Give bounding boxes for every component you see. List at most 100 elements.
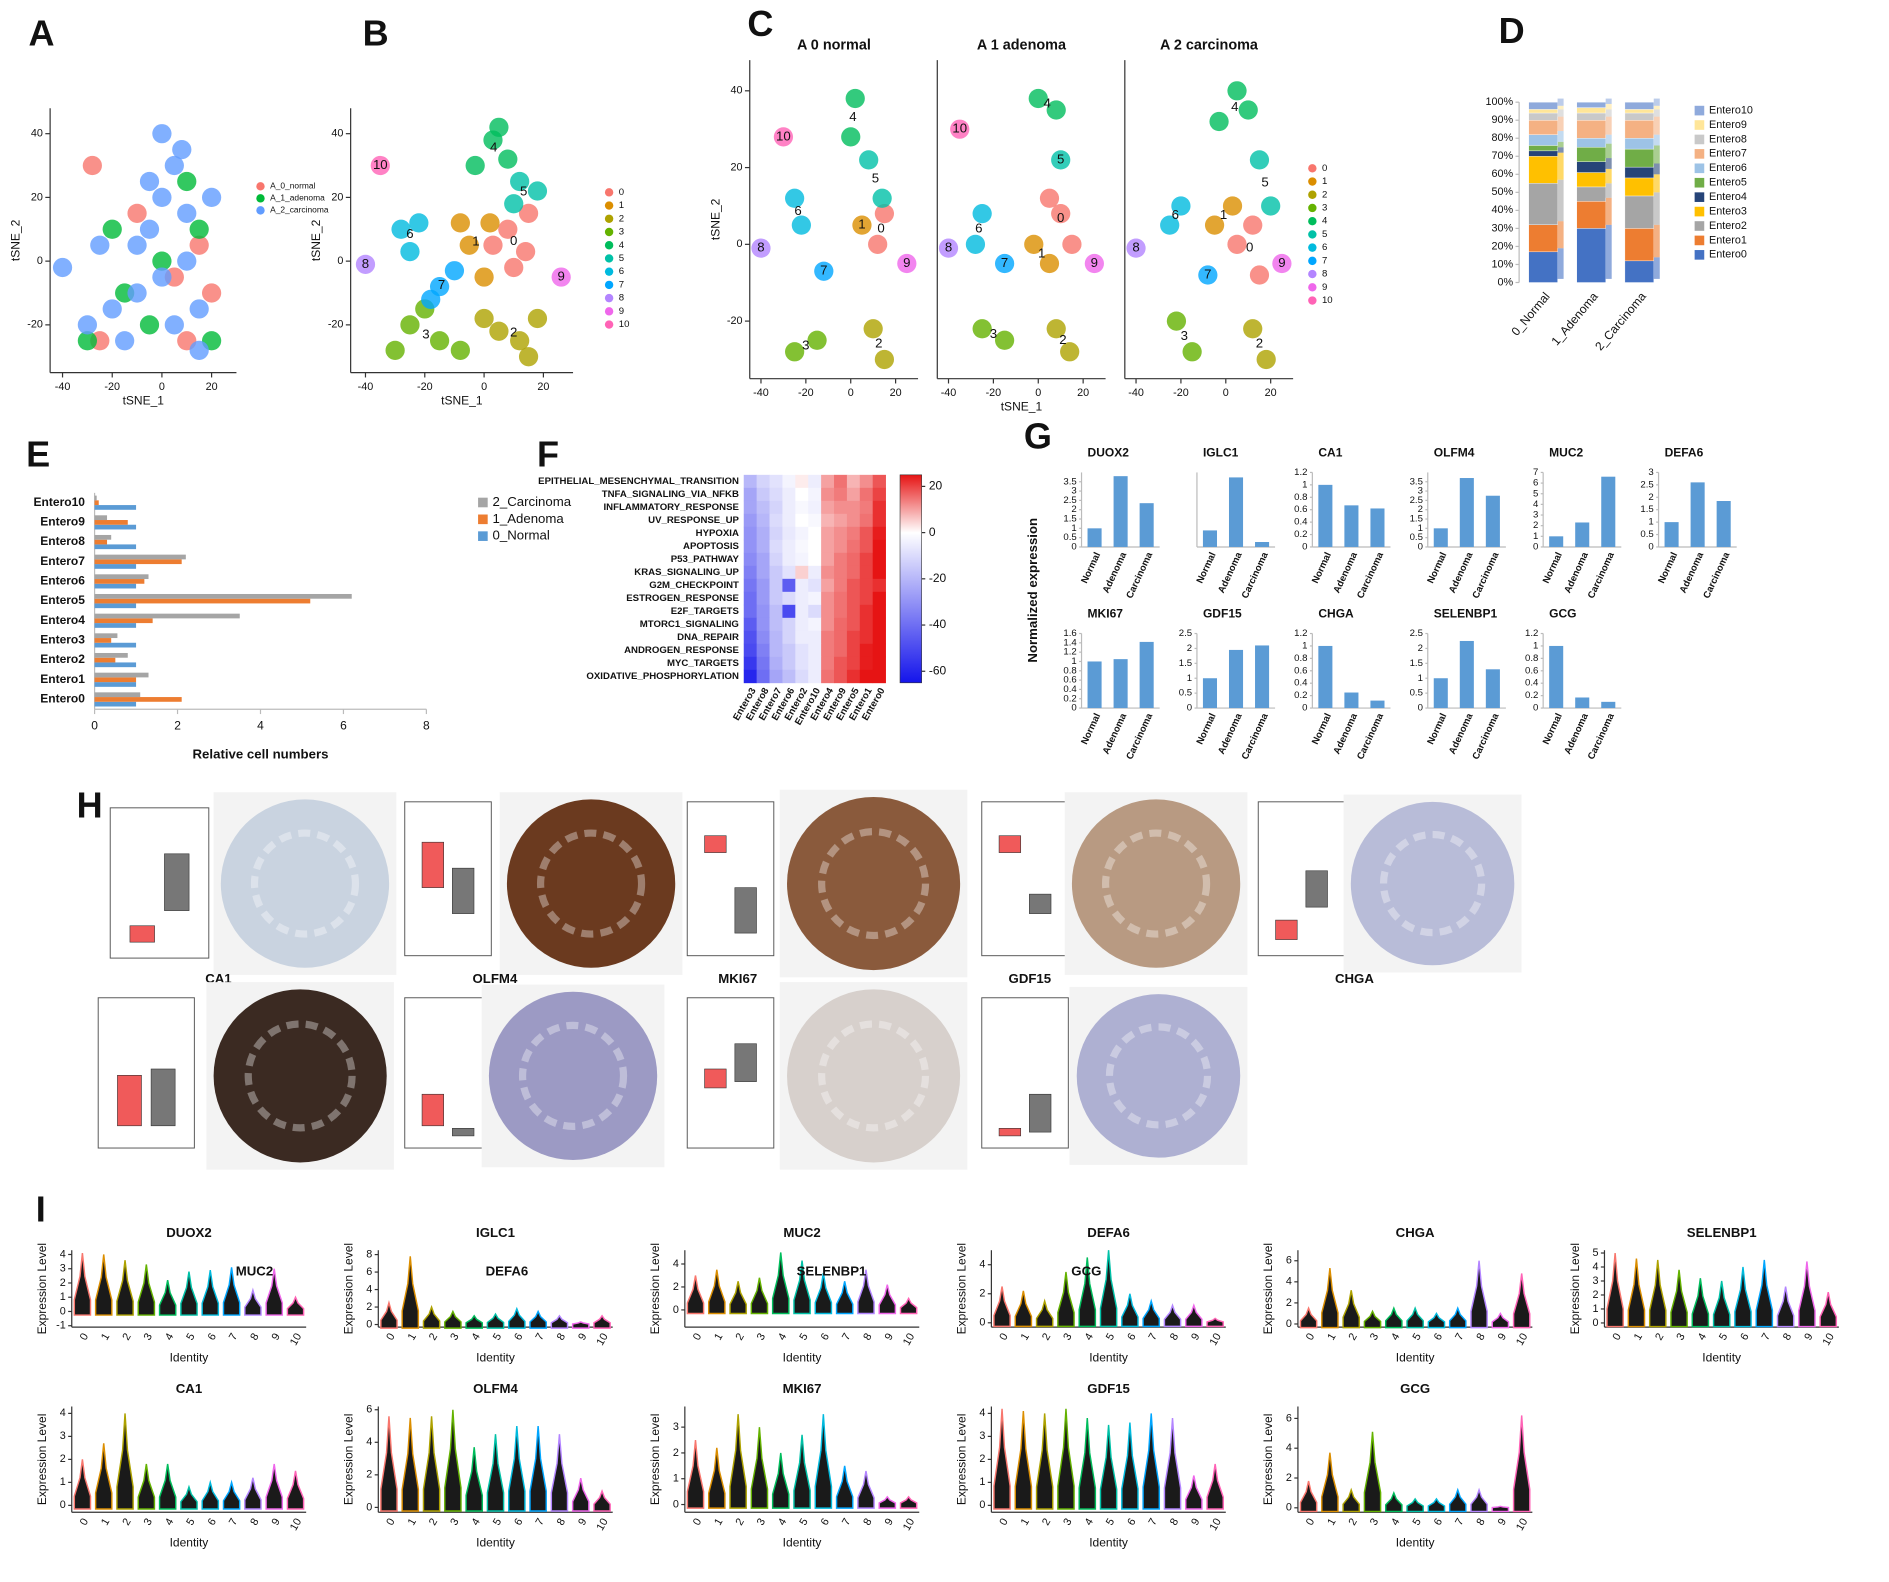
point <box>527 181 548 201</box>
heat-cell <box>756 539 770 554</box>
panel-letter: H <box>77 784 103 825</box>
y-tick-label: 0.4 <box>1063 684 1077 695</box>
x-tick-label: 9 <box>1189 1331 1202 1342</box>
bar <box>94 520 128 525</box>
violin <box>507 1425 526 1512</box>
y-tick-label: 1 <box>1071 656 1076 667</box>
x-tick-label: 4 <box>257 718 264 732</box>
x-tick-label: 4 <box>1696 1331 1709 1342</box>
point <box>1126 238 1146 258</box>
legend-marker <box>604 241 614 250</box>
tissue-texture <box>518 1021 628 1130</box>
x-axis-label: Identity <box>170 1536 209 1550</box>
bar <box>94 638 112 643</box>
violin <box>244 1287 262 1316</box>
y-tick-label: 1 <box>60 1291 66 1303</box>
bar <box>94 613 240 619</box>
cluster-label: 4 <box>1231 99 1238 114</box>
bar-segment <box>1528 109 1558 114</box>
x-tick-label: 8 <box>248 1331 261 1342</box>
x-tick-label: 20 <box>890 387 902 399</box>
legend-marker <box>1694 206 1705 217</box>
heat-cell <box>834 617 848 632</box>
violin <box>401 1256 420 1329</box>
x-tick-label: 1 <box>406 1331 419 1342</box>
tissue-texture <box>818 828 930 940</box>
colorbar <box>899 474 922 684</box>
heat-cell <box>872 591 886 606</box>
legend-label: 8 <box>619 293 624 304</box>
heat-cell <box>769 565 783 580</box>
gene-label: GCG <box>1071 1263 1101 1278</box>
heat-cell <box>846 500 861 515</box>
bar-side <box>1653 174 1660 193</box>
y-tick-label: -1 <box>56 1320 66 1332</box>
colorbar-tick-label: -60 <box>929 663 947 677</box>
x-tick-label: 10 <box>288 1331 304 1347</box>
y-tick-label: 0.8 <box>1294 492 1307 503</box>
y-tick-label: 40% <box>1491 204 1513 216</box>
violin <box>1099 1250 1118 1328</box>
violin <box>1342 1487 1361 1513</box>
bar <box>94 603 137 609</box>
legend-marker <box>1308 243 1317 252</box>
bar-side <box>1557 152 1564 180</box>
x-tick-label: 8 <box>1168 1516 1181 1527</box>
x-tick-label: 3 <box>1061 1331 1074 1342</box>
x-tick-label: 4 <box>1389 1331 1402 1342</box>
heat-cell <box>782 513 796 528</box>
heat-cell <box>769 591 783 606</box>
point <box>498 219 518 239</box>
x-tick-label: 0 <box>91 718 98 732</box>
x-tick-label: 1 <box>712 1331 725 1342</box>
point <box>444 261 465 281</box>
cluster-label: 9 <box>558 269 565 284</box>
point <box>1039 253 1060 274</box>
boxplot-box <box>704 835 727 853</box>
bar <box>1575 522 1590 547</box>
cluster-label: 7 <box>820 263 827 278</box>
heat-cell <box>782 552 796 567</box>
y-tick-label: 8 <box>366 1248 372 1260</box>
heat-cell <box>808 656 822 671</box>
x-tick-label: 9 <box>1496 1516 1509 1527</box>
bar-segment <box>1576 147 1606 162</box>
heat-cell <box>743 578 758 593</box>
cluster-label: 4 <box>849 109 856 124</box>
violin <box>993 1286 1011 1328</box>
point <box>152 267 172 287</box>
heat-cell <box>756 513 770 528</box>
point <box>1249 265 1270 285</box>
legend-marker <box>478 531 488 541</box>
heat-cell <box>782 578 796 593</box>
x-tick-label: 2 <box>427 1331 440 1342</box>
bar <box>1485 669 1500 709</box>
y-tick-label: 60% <box>1491 168 1513 180</box>
x-tick-label: 2 <box>1653 1331 1666 1342</box>
point <box>845 88 865 109</box>
x-tick-label: 2 <box>733 1331 746 1342</box>
point <box>77 331 97 351</box>
y-tick-label: 4 <box>1286 1442 1292 1454</box>
panel-letter: B <box>363 13 389 54</box>
violin <box>1427 1312 1446 1329</box>
boxplot-box <box>1029 893 1052 914</box>
y-tick-label: 0.8 <box>1294 653 1307 664</box>
x-tick-label: 9 <box>883 1516 896 1527</box>
x-tick-label: 7 <box>840 1331 853 1342</box>
point <box>1261 196 1281 216</box>
y-tick-label: 4 <box>60 1248 66 1260</box>
y-tick-label: 20 <box>731 161 743 173</box>
legend-marker <box>1694 163 1705 174</box>
bar-side <box>1557 131 1564 142</box>
y-tick-label: 50% <box>1491 186 1513 198</box>
violin <box>1512 1273 1531 1329</box>
bar-segment <box>1576 186 1606 202</box>
legend-label: Entero9 <box>1709 119 1747 131</box>
x-tick-label: -20 <box>798 387 814 399</box>
bar <box>94 642 137 648</box>
bar-side <box>1557 98 1564 106</box>
bar <box>94 593 352 599</box>
legend-label: A_0_normal <box>270 181 315 191</box>
legend-marker <box>1308 190 1317 199</box>
